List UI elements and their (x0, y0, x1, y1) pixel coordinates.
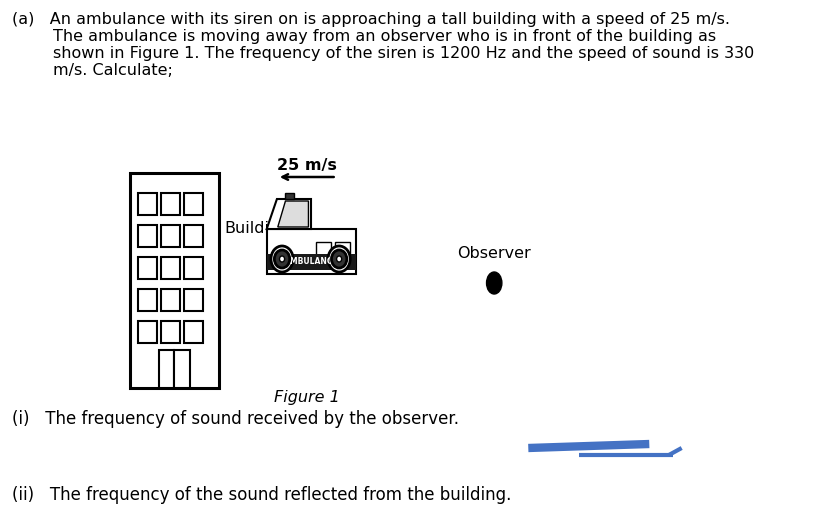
Bar (184, 257, 203, 279)
Bar (161, 289, 180, 311)
Bar (184, 225, 203, 247)
Bar (184, 321, 203, 343)
Text: Observer: Observer (457, 246, 531, 261)
Text: 25 m/s: 25 m/s (277, 158, 337, 173)
Text: Figure 1: Figure 1 (274, 390, 339, 405)
Polygon shape (267, 199, 311, 229)
Circle shape (328, 246, 350, 272)
Text: AMBULANCE: AMBULANCE (285, 258, 339, 267)
Circle shape (271, 246, 293, 272)
Text: Building: Building (224, 221, 290, 235)
Ellipse shape (486, 272, 502, 294)
Bar (161, 321, 180, 343)
Text: (i)   The frequency of sound received by the observer.: (i) The frequency of sound received by t… (12, 410, 459, 428)
Bar (184, 193, 203, 215)
Polygon shape (277, 201, 308, 227)
Bar (138, 225, 157, 247)
Bar (138, 321, 157, 343)
Bar (161, 193, 180, 215)
Bar (267, 254, 356, 270)
Bar (138, 193, 157, 215)
Text: The ambulance is moving away from an observer who is in front of the building as: The ambulance is moving away from an obs… (12, 29, 716, 44)
Bar (161, 225, 180, 247)
Bar (138, 289, 157, 311)
Bar (138, 257, 157, 279)
Bar (175, 350, 189, 388)
Bar (161, 257, 180, 279)
Text: shown in Figure 1. The frequency of the siren is 1200 Hz and the speed of sound : shown in Figure 1. The frequency of the … (12, 46, 754, 61)
Bar (184, 289, 203, 311)
Text: (ii)   The frequency of the sound reflected from the building.: (ii) The frequency of the sound reflecte… (12, 486, 512, 504)
Text: (a)   An ambulance with its siren on is approaching a tall building with a speed: (a) An ambulance with its siren on is ap… (12, 12, 730, 27)
Bar (159, 350, 175, 388)
Bar (130, 173, 219, 388)
Circle shape (280, 256, 285, 262)
Bar (267, 229, 356, 274)
Circle shape (336, 256, 342, 262)
Circle shape (274, 250, 290, 268)
Bar (316, 242, 331, 264)
Circle shape (331, 250, 347, 268)
Text: m/s. Calculate;: m/s. Calculate; (12, 63, 173, 78)
Bar (335, 242, 350, 264)
Bar (286, 193, 294, 199)
